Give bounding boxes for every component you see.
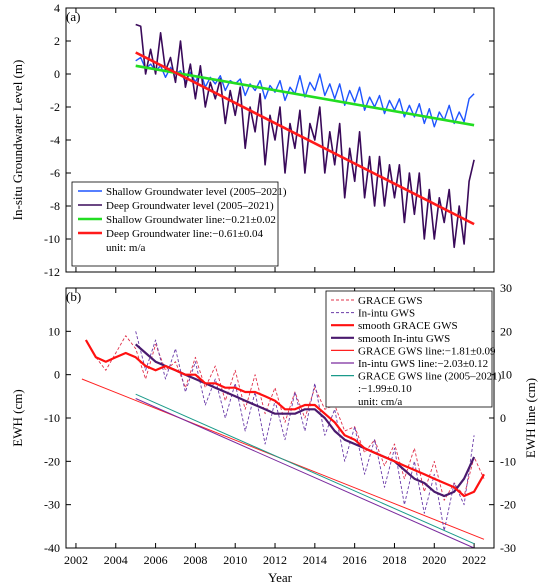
- xtick-label: 2004: [104, 553, 128, 567]
- b-ytick-label: 0: [54, 368, 60, 382]
- a-ytick-label: -4: [50, 133, 60, 147]
- panel-a-frame: [65, 7, 495, 273]
- xtick-label: 2010: [223, 553, 247, 567]
- b-legend-label: smooth GRACE GWS: [358, 320, 458, 332]
- a-legend-label: Shallow Groundwater line:−0.21±0.02: [106, 214, 276, 226]
- panel-b-series: [81, 331, 485, 549]
- a-ytick-label: -12: [44, 265, 60, 279]
- b-ytick-label: -40: [44, 541, 60, 555]
- a-ytick-label: 2: [54, 34, 60, 48]
- b-series-in-intu-gws: [135, 331, 475, 532]
- b-legend-label: In-intu GWS line:−2.03±0.12: [358, 358, 488, 370]
- a-ytick-label: -10: [44, 232, 60, 246]
- panel-b-y2-axis-label: EWH line (cm): [523, 378, 538, 458]
- panel-a-label: (a): [66, 9, 80, 24]
- panel-a: (a) -12 -10 -8 -6 -4 -2 0 2 4 In-situ Groundwate…: [10, 1, 495, 279]
- b-y2tick-label: 10: [500, 368, 512, 382]
- b-legend-box: [325, 290, 493, 408]
- b-y2tick-label: 20: [500, 324, 512, 338]
- b-legend-label: GRACE GWS line (2005–2021): [358, 371, 502, 383]
- b-ytick-label: -10: [44, 411, 60, 425]
- xtick-label: 2002: [64, 553, 88, 567]
- b-series-smooth-in-intu-gws: [134, 343, 476, 498]
- b-series-grace-gws: [85, 335, 485, 501]
- b-ytick-label: -20: [44, 454, 60, 468]
- a-legend-label: Deep Groundwater level (2005–2021): [106, 200, 274, 212]
- xtick-label: 2016: [343, 553, 367, 567]
- b-y2tick-label: 30: [500, 281, 512, 295]
- b-series-in-intu-gws-line-2-03-0-12: [135, 398, 475, 549]
- xtick-label: 2014: [303, 553, 327, 567]
- b-series-smooth-grace-gws: [84, 339, 485, 498]
- panel-a-y-axis-label: In-situ Groundwater Level (m): [10, 60, 25, 221]
- b-y2tick-label: -30: [500, 541, 516, 555]
- b-legend-note: unit: cm/a: [358, 396, 402, 408]
- panel-b: (b) -40 -30 -20 -10 0 10 -30 -20 -10 0 10 20 30 2002 2…: [10, 281, 538, 585]
- xtick-label: 2006: [144, 553, 168, 567]
- a-ytick-label: -8: [50, 199, 60, 213]
- panel-a-ticks: -12 -10 -8 -6 -4 -2 0 2 4: [44, 1, 494, 279]
- a-series-deep-groundwater-line-0-61-0-04: [135, 51, 475, 226]
- b-y2tick-label: -20: [500, 498, 516, 512]
- a-ytick-label: -6: [50, 166, 60, 180]
- xtick-label: 2020: [422, 553, 446, 567]
- panel-b-frame: [65, 287, 495, 549]
- panel-a-series: [135, 23, 475, 249]
- a-series-shallow-groundwater-line-0-21-0-02: [135, 64, 475, 127]
- xtick-label: 2022: [462, 553, 486, 567]
- panel-b-label: (b): [66, 289, 81, 304]
- a-legend-note: unit: m/a: [106, 242, 146, 254]
- b-legend-label: GRACE GWS line:−1.81±0.09: [358, 345, 496, 357]
- b-ytick-label: 10: [48, 324, 60, 338]
- panel-b-y-axis-label: EWH (cm): [10, 389, 25, 446]
- a-legend-box: [71, 181, 279, 267]
- b-ytick-label: -30: [44, 498, 60, 512]
- b-y2tick-label: 0: [500, 411, 506, 425]
- panel-a-legend: Shallow Groundwater level (2005–2021) Dee…: [71, 181, 287, 267]
- b-legend-label: GRACE GWS: [358, 295, 422, 307]
- xtick-label: 2008: [183, 553, 207, 567]
- panel-b-ticks: -40 -30 -20 -10 0 10 -30 -20 -10 0 10 20 30 2002 2004 2…: [44, 281, 516, 567]
- a-ytick-label: 0: [54, 67, 60, 81]
- b-legend-label: smooth In-intu GWS: [358, 333, 450, 345]
- a-ytick-label: 4: [54, 1, 60, 15]
- x-axis-label: Year: [268, 570, 293, 585]
- xtick-label: 2012: [263, 553, 287, 567]
- a-ytick-label: -2: [50, 100, 60, 114]
- b-y2tick-label: -10: [500, 454, 516, 468]
- b-legend-label: In-intu GWS: [358, 308, 415, 320]
- a-legend-label: Shallow Groundwater level (2005–2021): [106, 186, 287, 198]
- b-legend-label-continued: :−1.99±0.10: [358, 383, 412, 395]
- b-series-grace-gws-line-2005-2021: [135, 393, 475, 545]
- xtick-label: 2018: [382, 553, 406, 567]
- a-legend-label: Deep Groundwater line:−0.61±0.04: [106, 228, 264, 240]
